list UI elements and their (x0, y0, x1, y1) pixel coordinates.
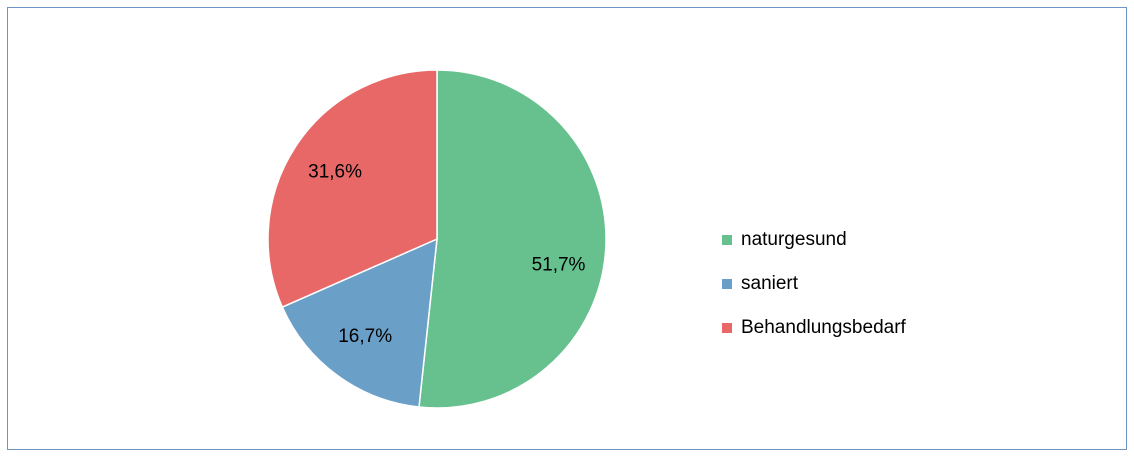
legend-swatch (722, 279, 732, 289)
data-label: 31,6% (308, 162, 362, 183)
data-label: 51,7% (532, 255, 586, 276)
legend-swatch (722, 235, 732, 245)
legend-label: Behandlungsbedarf (741, 317, 907, 338)
legend-label: saniert (741, 273, 799, 294)
data-label: 16,7% (338, 326, 392, 347)
pie-slice (267, 69, 438, 309)
pie-slice (281, 237, 438, 408)
legend-label: naturgesund (741, 229, 847, 250)
pie-slice (418, 69, 607, 409)
legend-swatch (722, 323, 732, 333)
